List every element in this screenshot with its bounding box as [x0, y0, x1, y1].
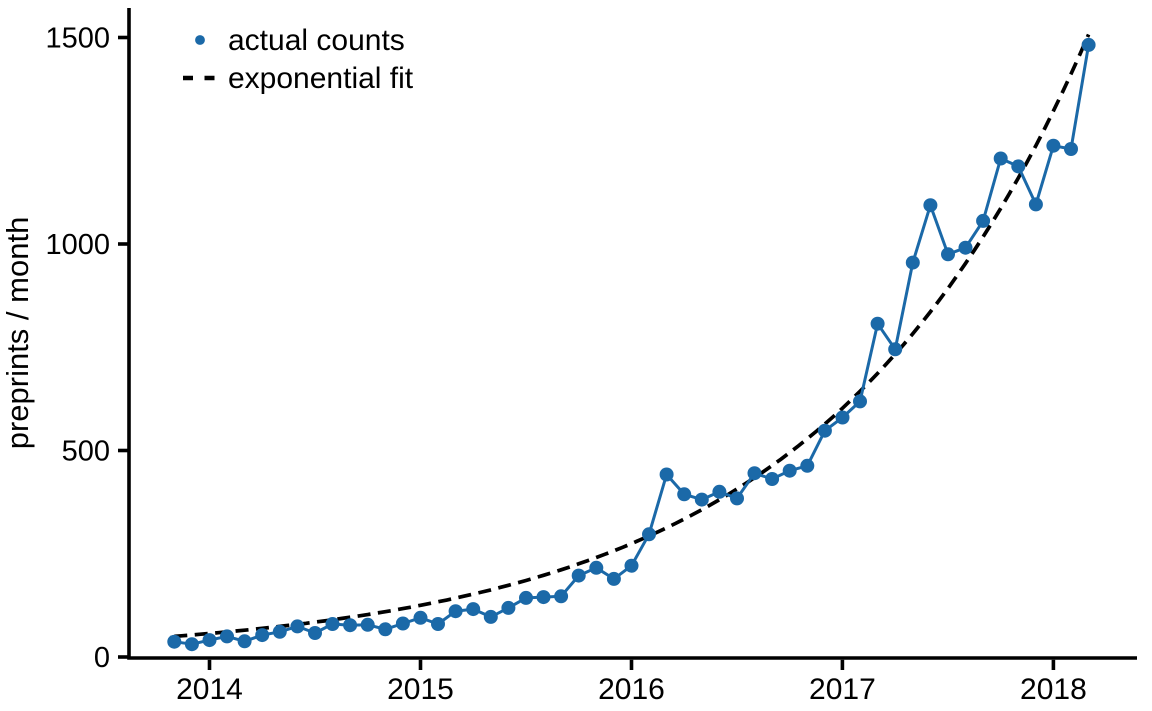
y-tick-label-1500: 1500 — [45, 23, 110, 55]
data-point — [290, 619, 305, 634]
data-point — [237, 634, 252, 649]
x-tick-label-2018: 2018 — [1020, 673, 1087, 706]
data-point — [1011, 159, 1026, 174]
data-point — [606, 571, 621, 586]
data-point — [325, 617, 340, 631]
data-point — [694, 492, 709, 507]
x-tick-label-2015: 2015 — [387, 673, 454, 706]
data-point — [308, 626, 322, 640]
y-tick-label-0: 0 — [94, 642, 110, 674]
exponential-fit-line — [174, 33, 1091, 639]
data-point — [184, 637, 199, 652]
data-point — [272, 624, 287, 639]
data-point — [642, 527, 656, 542]
data-point — [360, 617, 375, 632]
data-point — [765, 472, 780, 486]
data-point — [413, 610, 428, 625]
data-point — [659, 467, 674, 482]
legend: actual counts exponential fit — [183, 24, 414, 95]
data-point — [466, 602, 481, 617]
data-point — [202, 633, 217, 648]
data-point — [536, 590, 551, 605]
data-point — [888, 342, 903, 357]
data-point — [976, 213, 991, 228]
data-point — [519, 590, 533, 605]
data-point — [571, 568, 586, 583]
data-point — [958, 240, 973, 255]
data-point — [835, 410, 850, 425]
data-point — [501, 600, 516, 615]
actual-counts-markers — [167, 37, 1096, 652]
data-point — [941, 247, 955, 262]
data-point — [589, 560, 604, 575]
x-tick-label-2016: 2016 — [598, 673, 665, 706]
data-point — [1028, 197, 1043, 212]
data-point — [255, 628, 270, 643]
data-point — [923, 198, 938, 213]
data-point — [378, 622, 393, 637]
legend-label-actual-counts: actual counts — [228, 24, 405, 57]
data-point — [782, 463, 797, 478]
data-point — [1064, 142, 1078, 156]
y-axis-title: preprints / month — [0, 217, 35, 450]
data-point — [993, 151, 1008, 166]
data-point — [853, 394, 867, 409]
data-point — [448, 604, 463, 619]
axes: 0 500 1000 1500 2014 2015 2016 2017 2018… — [0, 8, 1137, 706]
data-point — [554, 589, 569, 604]
data-point — [800, 458, 815, 473]
x-tick-label-2017: 2017 — [809, 673, 876, 706]
data-point — [747, 466, 762, 481]
data-point — [1046, 138, 1061, 153]
data-point — [817, 423, 832, 438]
legend-label-exponential-fit: exponential fit — [228, 62, 414, 95]
data-point — [730, 491, 744, 506]
legend-dot-marker — [195, 35, 205, 45]
data-point — [167, 634, 182, 649]
data-point — [1081, 37, 1096, 52]
data-point — [712, 484, 727, 499]
data-point — [343, 618, 358, 633]
data-point — [677, 487, 692, 502]
data-point — [483, 609, 498, 624]
data-point — [905, 255, 920, 270]
data-point — [624, 558, 639, 573]
data-point — [870, 316, 885, 331]
y-tick-label-1000: 1000 — [45, 229, 110, 261]
data-point — [395, 616, 410, 631]
data-point — [431, 617, 445, 631]
x-tick-label-2014: 2014 — [176, 673, 243, 706]
y-tick-label-500: 500 — [62, 436, 110, 468]
actual-counts-line — [172, 43, 1091, 646]
data-point — [220, 629, 234, 644]
